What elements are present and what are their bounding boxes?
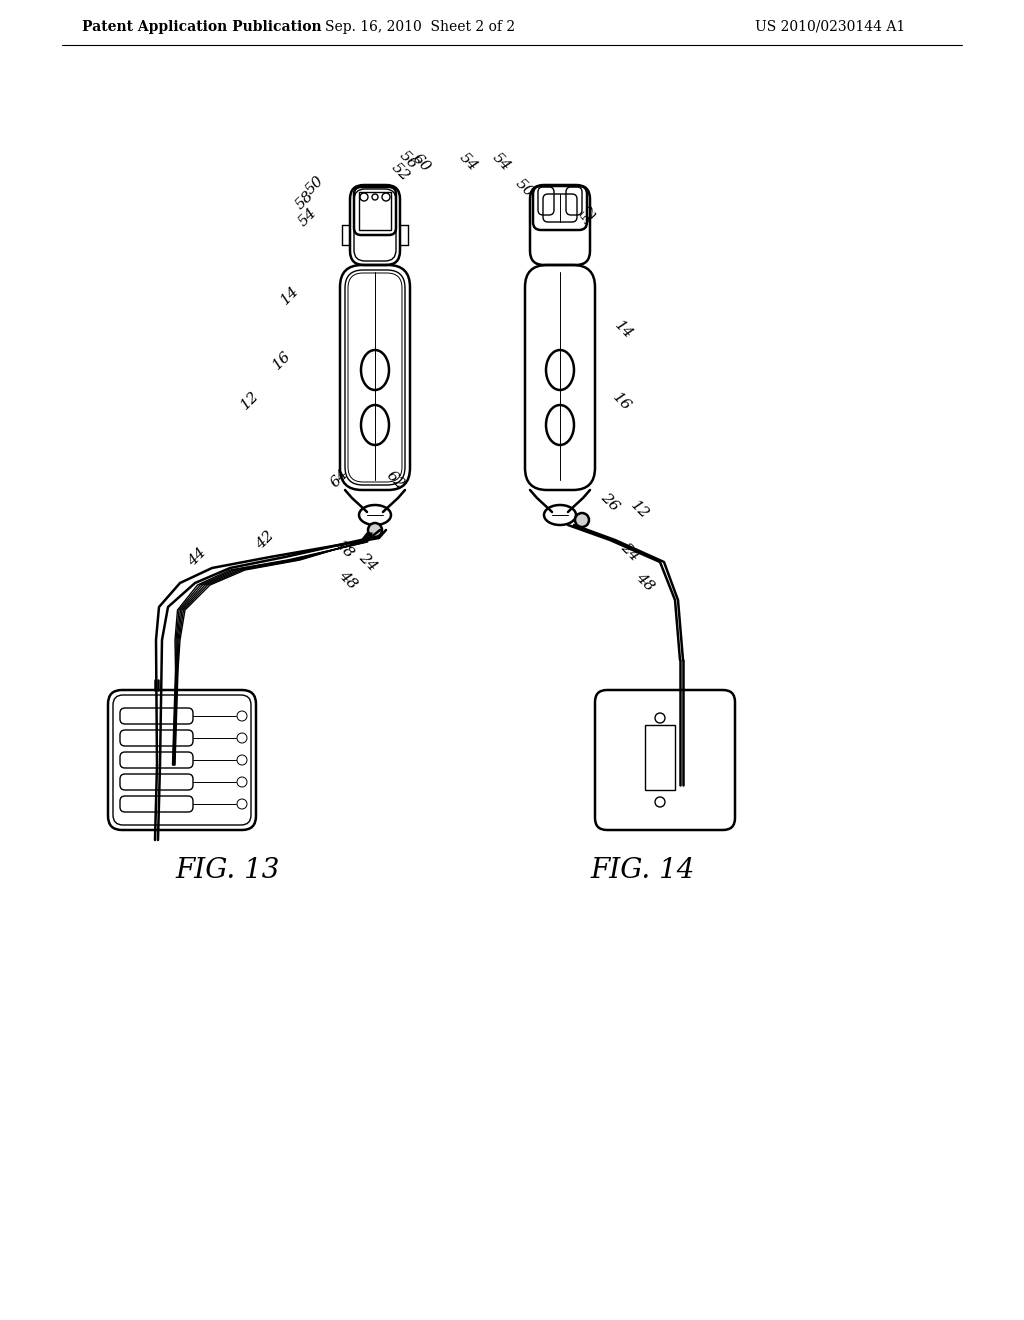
Text: 54: 54 xyxy=(296,205,319,228)
Text: 48: 48 xyxy=(633,570,656,594)
Text: 48: 48 xyxy=(336,568,359,591)
Text: 24: 24 xyxy=(618,540,642,564)
Text: 44: 44 xyxy=(185,545,209,569)
Bar xyxy=(359,191,391,230)
Text: 12: 12 xyxy=(628,498,652,521)
Text: 60: 60 xyxy=(410,152,433,174)
Text: 14: 14 xyxy=(279,284,302,306)
Text: 16: 16 xyxy=(610,391,634,414)
Text: 54: 54 xyxy=(489,150,513,174)
Text: FIG. 13: FIG. 13 xyxy=(175,857,280,883)
Text: 26: 26 xyxy=(598,490,622,513)
Text: 64: 64 xyxy=(328,466,352,490)
Text: US 2010/0230144 A1: US 2010/0230144 A1 xyxy=(755,20,905,34)
Circle shape xyxy=(575,513,589,527)
Text: 54: 54 xyxy=(456,150,480,174)
Text: 24: 24 xyxy=(356,550,380,574)
Text: 12: 12 xyxy=(239,388,262,412)
Text: 62: 62 xyxy=(383,469,407,492)
Text: 50: 50 xyxy=(512,176,536,199)
Text: 16: 16 xyxy=(270,348,294,372)
Text: 58: 58 xyxy=(293,189,316,211)
Text: 14: 14 xyxy=(612,318,636,342)
Text: 18: 18 xyxy=(333,539,356,562)
Text: 56: 56 xyxy=(396,148,420,172)
Text: FIG. 14: FIG. 14 xyxy=(590,857,694,883)
Text: 52: 52 xyxy=(388,160,412,183)
Text: Patent Application Publication: Patent Application Publication xyxy=(82,20,322,34)
Bar xyxy=(645,725,675,789)
Text: 42: 42 xyxy=(253,528,276,552)
Text: 52: 52 xyxy=(579,203,602,227)
Circle shape xyxy=(368,523,382,537)
Text: Sep. 16, 2010  Sheet 2 of 2: Sep. 16, 2010 Sheet 2 of 2 xyxy=(325,20,515,34)
Text: 50: 50 xyxy=(303,173,327,197)
